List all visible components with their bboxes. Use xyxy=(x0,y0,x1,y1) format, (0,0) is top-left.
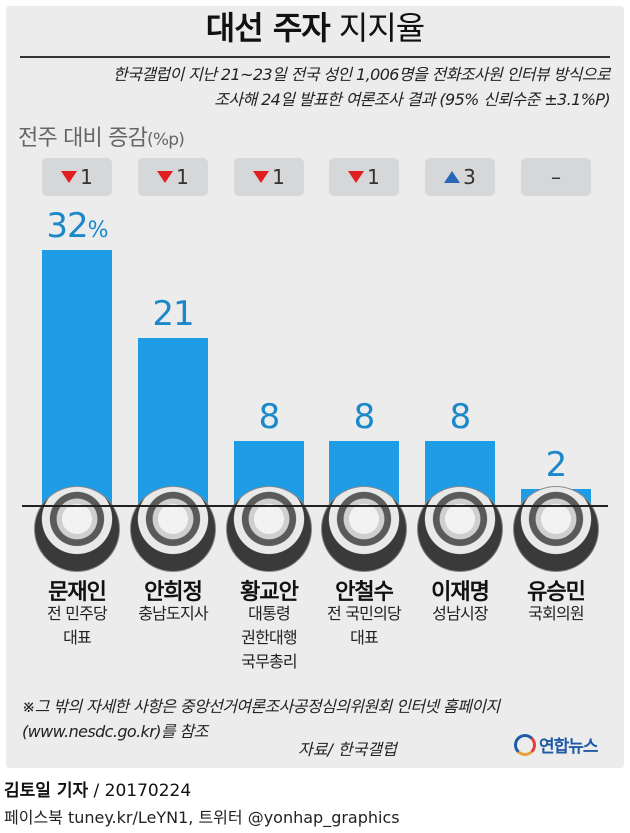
source-credit: 자료/ 한국갤럽 xyxy=(298,740,397,759)
chart-title: 대선 주자 지지율 xyxy=(0,8,630,48)
candidate-role: 충남도지사 xyxy=(138,604,208,623)
candidate-portrait xyxy=(417,486,503,572)
delta-header: 전주 대비 증감(%p) xyxy=(18,120,185,152)
down-triangle-icon xyxy=(253,171,270,183)
bar-value-label: 8 xyxy=(314,397,414,437)
down-triangle-icon xyxy=(348,171,365,183)
title-divider xyxy=(20,56,610,58)
candidate-portrait xyxy=(321,486,407,572)
delta-header-label: 전주 대비 증감 xyxy=(18,126,148,151)
candidate-portrait xyxy=(226,486,312,572)
subtitle-line-2: 조사해 24일 발표한 여론조사 결과 (95% 신뢰수준 ±3.1%P) xyxy=(214,90,610,109)
bar-value-label: 8 xyxy=(219,397,319,437)
logo-text: 연합뉴스 xyxy=(539,737,599,757)
byline: 김토일 기자 / 20170224 xyxy=(4,776,191,801)
candidate-role: 전 민주당 대표 xyxy=(47,604,108,647)
candidate-role: 성남시장 xyxy=(432,604,488,623)
candidate-portrait xyxy=(513,486,599,572)
title-light: 지지율 xyxy=(338,9,425,47)
candidate-role: 전 국민의당 대표 xyxy=(327,604,402,647)
change-chip: 3 xyxy=(425,158,495,196)
delta-header-unit: (%p) xyxy=(147,130,185,150)
bar-value: 8 xyxy=(353,397,376,438)
social-credits: 페이스북 tuney.kr/LeYN1, 트위터 @yonhap_graphic… xyxy=(4,808,400,827)
bar-value-label: 21 xyxy=(123,294,223,334)
bar-value: 8 xyxy=(258,397,281,438)
bar-value: 2 xyxy=(545,445,568,486)
candidate-name: 문재인 xyxy=(48,580,107,605)
up-triangle-icon xyxy=(444,171,461,183)
candidate-name: 안희정 xyxy=(144,580,203,605)
down-triangle-icon xyxy=(157,171,174,183)
change-chip: – xyxy=(521,158,591,196)
candidate-name: 이재명 xyxy=(431,580,490,605)
yonhap-logo: 연합뉴스 xyxy=(514,732,599,757)
change-chip: 1 xyxy=(234,158,304,196)
down-triangle-icon xyxy=(61,171,78,183)
candidate-name: 안철수 xyxy=(335,580,394,605)
change-chip: 1 xyxy=(138,158,208,196)
chart-baseline xyxy=(22,505,608,507)
footnote-line-2: (www.nesdc.go.kr)를 참조 xyxy=(22,722,208,741)
change-value: 3 xyxy=(463,165,476,189)
change-value: – xyxy=(551,165,561,189)
candidate-name: 유승민 xyxy=(527,580,586,605)
change-value: 1 xyxy=(367,165,380,189)
change-chip: 1 xyxy=(329,158,399,196)
footnote-line-1: ※그 밖의 자세한 사항은 중앙선거여론조사공정심의위원회 인터넷 홈페이지 xyxy=(22,697,500,716)
bar-value: 21 xyxy=(152,293,194,334)
change-value: 1 xyxy=(176,165,189,189)
change-value: 1 xyxy=(272,165,285,189)
bar-value-label: 8 xyxy=(410,397,510,437)
change-value: 1 xyxy=(80,165,93,189)
bar xyxy=(138,337,208,505)
bar xyxy=(42,250,112,505)
publish-date: / 20170224 xyxy=(88,781,192,801)
bar-value-label: 32% xyxy=(27,206,127,246)
title-bold: 대선 주자 xyxy=(205,9,331,47)
candidate-role: 대통령 권한대행 국무총리 xyxy=(241,604,297,671)
candidate-name: 황교안 xyxy=(240,580,299,605)
candidate-portrait xyxy=(34,486,120,572)
percent-unit: % xyxy=(87,218,109,243)
candidate-role: 국회의원 xyxy=(528,604,584,623)
subtitle-line-1: 한국갤럽이 지난 21~23일 전국 성인 1,006명을 전화조사원 인터뷰 … xyxy=(113,65,611,84)
bar-value-label: 2 xyxy=(506,445,606,485)
reporter-name: 김토일 기자 xyxy=(4,781,89,801)
bar-value: 32 xyxy=(46,206,88,246)
footnote: ※그 밖의 자세한 사항은 중앙선거여론조사공정심의위원회 인터넷 홈페이지 (… xyxy=(22,694,612,744)
bar-value: 8 xyxy=(449,397,472,438)
change-chip: 1 xyxy=(42,158,112,196)
chart-subtitle: 한국갤럽이 지난 21~23일 전국 성인 1,006명을 전화조사원 인터뷰 … xyxy=(20,62,611,112)
yonhap-logo-icon xyxy=(514,733,536,756)
candidate-portrait xyxy=(130,486,216,572)
